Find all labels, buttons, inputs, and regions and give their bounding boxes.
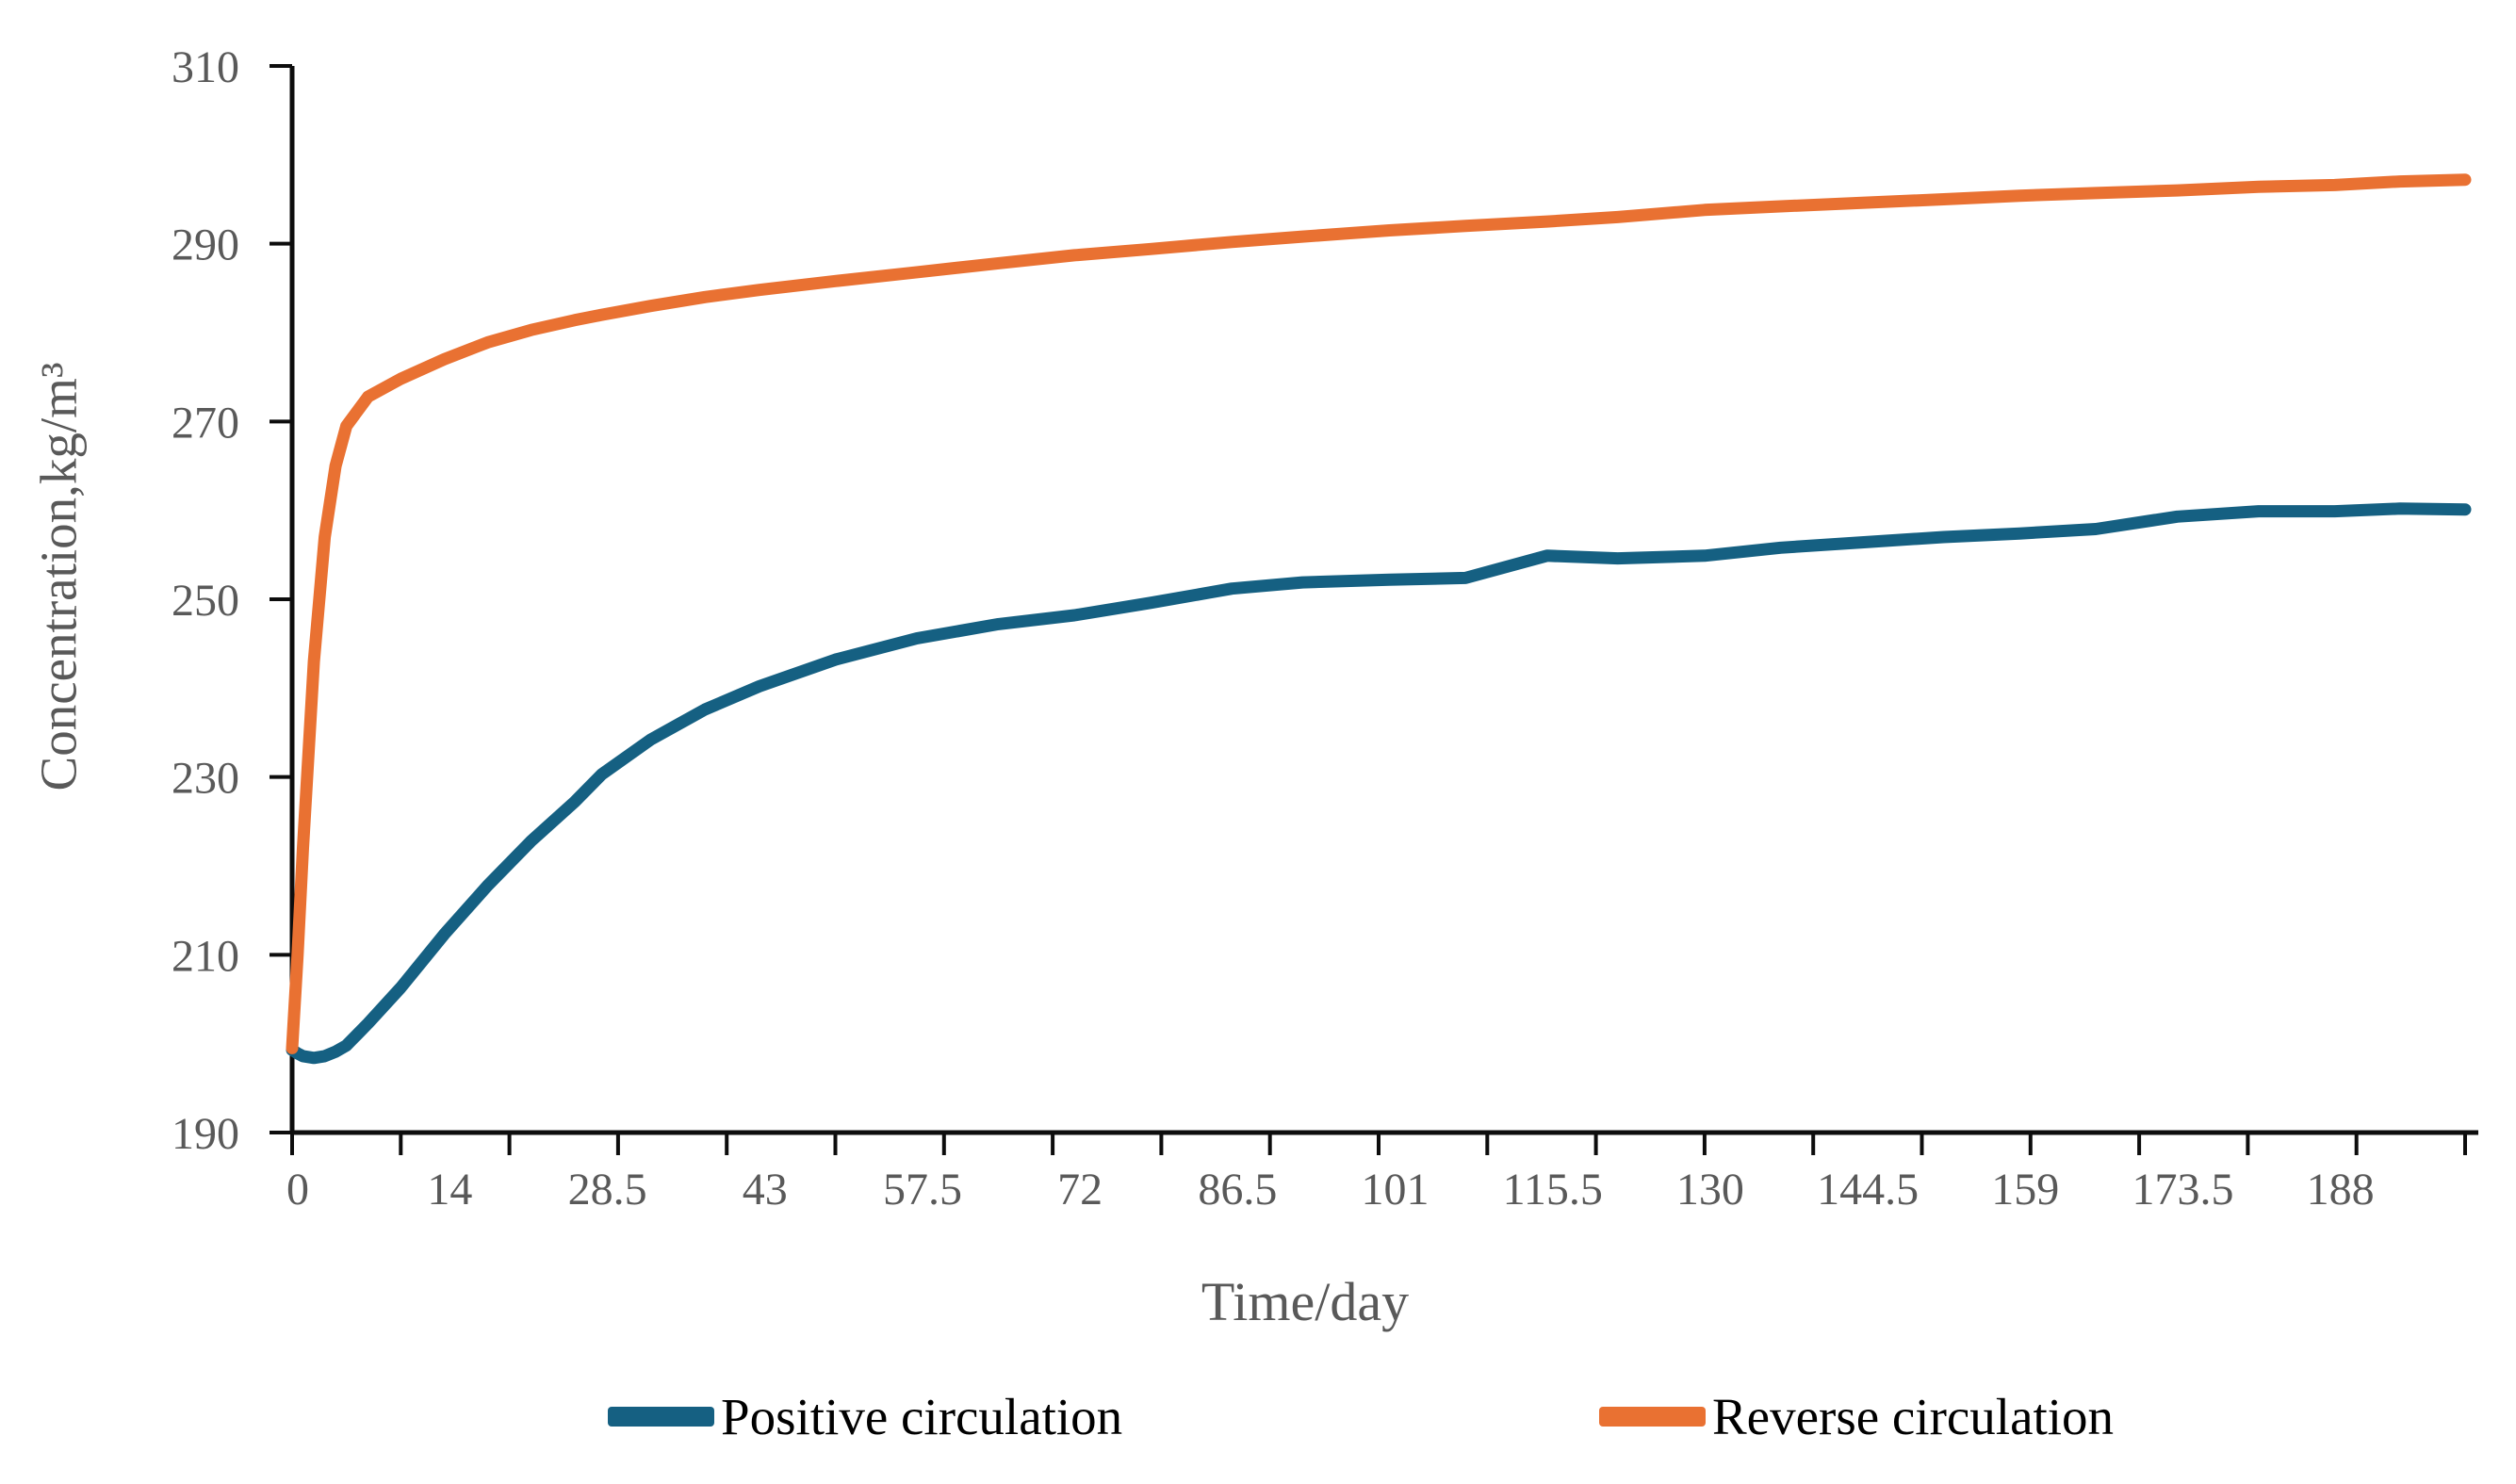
x-axis-title: Time/day [1201,1271,1410,1332]
y-axis-title: Concentration,kg/m³ [29,362,88,791]
x-tick-label: 144.5 [1817,1165,1919,1215]
x-tick-label: 130 [1676,1165,1744,1215]
legend-item-positive-circulation: Positive circulation [608,1383,1122,1449]
y-tick-label: 290 [172,220,239,270]
legend-label-reverse: Reverse circulation [1712,1387,2115,1445]
y-tick-label: 270 [172,398,239,448]
x-tick-label: 115.5 [1503,1165,1603,1215]
x-tick-label: 43 [743,1165,788,1215]
x-tick-label: 0 [286,1165,309,1215]
x-tick-label: 101 [1362,1165,1430,1215]
legend-label-positive: Positive circulation [721,1387,1123,1445]
x-tick-label: 173.5 [2132,1165,2233,1215]
legend: Positive circulation Reverse circulation [0,1383,2516,1459]
y-tick-label: 190 [172,1109,239,1159]
series-line-positive-circulation [286,502,2472,1065]
y-tick-label: 230 [172,754,239,804]
x-tick-label: 28.5 [568,1165,647,1215]
x-tick-label: 159 [1991,1165,2059,1215]
legend-item-reverse-circulation: Reverse circulation [1599,1383,2114,1449]
x-tick-label: 72 [1057,1165,1103,1215]
legend-swatch-reverse-icon [1599,1406,1706,1427]
y-tick-label: 210 [172,931,239,981]
series-line-reverse-circulation [286,173,2472,1054]
y-tick-label: 310 [172,42,239,92]
x-tick-label: 57.5 [883,1165,962,1215]
y-tick-label: 250 [172,576,239,626]
x-tick-label: 188 [2307,1165,2375,1215]
x-tick-label: 86.5 [1198,1165,1277,1215]
legend-swatch-positive-icon [608,1406,714,1427]
x-tick-label: 14 [427,1165,472,1215]
